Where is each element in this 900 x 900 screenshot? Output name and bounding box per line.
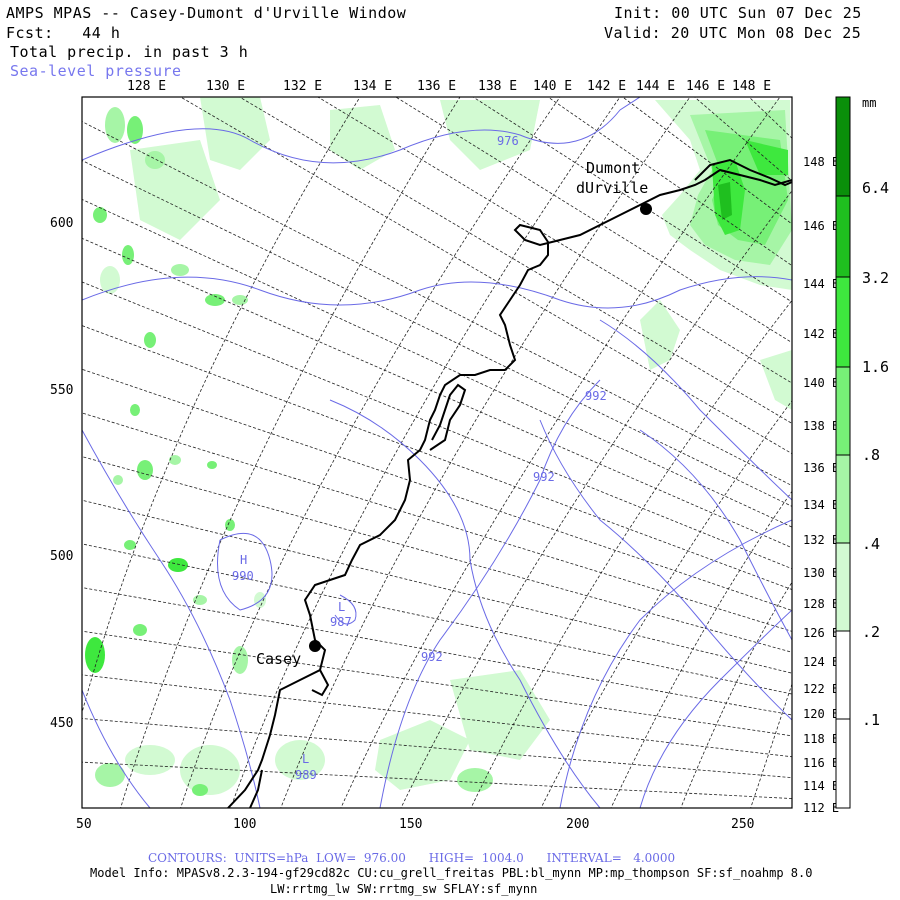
- top-lon-label: 134 E: [353, 79, 392, 94]
- right-lon-label: 130 E: [803, 566, 839, 580]
- x-tick-label: 150: [399, 817, 422, 832]
- top-lon-label: 136 E: [417, 79, 456, 94]
- contour-info: CONTOURS: UNITS=hPa LOW= 976.00 HIGH= 10…: [148, 851, 676, 865]
- right-lon-label: 134 E: [803, 498, 839, 512]
- model-info-line1: Model Info: MPASv8.2.3-194-gf29cd82c CU:…: [90, 866, 813, 880]
- right-lon-label: 132 E: [803, 533, 839, 547]
- x-tick-label: 250: [731, 817, 754, 832]
- plot-frame: [81, 96, 793, 809]
- colorbar-swatch: [836, 631, 850, 719]
- station-marker-casey[interactable]: [309, 640, 321, 652]
- top-lon-label: 132 E: [283, 79, 322, 94]
- y-tick-label: 550: [50, 383, 73, 398]
- top-lon-label: 142 E: [587, 79, 626, 94]
- right-lon-label: 146 E: [803, 219, 839, 233]
- station-marker-dumont[interactable]: [640, 203, 652, 215]
- pressure-label: 992: [585, 389, 607, 403]
- x-tick-label: 100: [233, 817, 256, 832]
- right-lon-label: 120 E: [803, 707, 839, 721]
- grid-axes: 50 100 150 200 250 600 550 500 450: [50, 216, 754, 832]
- high-center-value: 990: [232, 569, 254, 583]
- pressure-label: 992: [421, 650, 443, 664]
- station-label-dumont: Dumont: [586, 159, 640, 177]
- station-label-durville: dUrville: [576, 179, 648, 197]
- colorbar-swatch: [836, 719, 850, 808]
- pressure-contours: [82, 97, 792, 808]
- colorbar-swatch: [836, 97, 850, 196]
- overlay-name: Sea-level pressure: [10, 62, 182, 80]
- init-time: Init: 00 UTC Sun 07 Dec 25: [614, 4, 862, 22]
- right-lon-label: 144 E: [803, 277, 839, 291]
- colorbar-label: 1.6: [862, 358, 889, 376]
- y-tick-label: 450: [50, 716, 73, 731]
- right-lon-label: 136 E: [803, 461, 839, 475]
- x-tick-label: 200: [566, 817, 589, 832]
- colorbar-label: .8: [862, 446, 880, 464]
- colorbar-swatch: [836, 277, 850, 367]
- right-lon-label: 118 E: [803, 732, 839, 746]
- lonlat-grid: [82, 97, 792, 808]
- pressure-label: 976: [497, 134, 519, 148]
- right-lon-label: 122 E: [803, 682, 839, 696]
- fcst-label: Fcst:: [6, 24, 54, 42]
- colorbar: mm 6.4 3.2 1.6 .8 .4 .2 .1: [835, 96, 889, 809]
- forecast-hour: Fcst: 44 h: [6, 24, 120, 42]
- right-lon-label: 142 E: [803, 327, 839, 341]
- colorbar-swatch: [836, 543, 850, 631]
- pressure-label: 992: [533, 470, 555, 484]
- valid-label: Valid:: [604, 24, 662, 42]
- high-center-label: H: [240, 553, 247, 567]
- model-info-line2: LW:rrtmg_lw SW:rrtmg_sw SFLAY:sf_mynn: [270, 882, 538, 896]
- map-title: AMPS MPAS -- Casey-Dumont d'Urville Wind…: [6, 4, 407, 22]
- valid-value: 20 UTC Mon 08 Dec 25: [670, 24, 862, 42]
- colorbar-label: 3.2: [862, 269, 889, 287]
- y-tick-label: 500: [50, 549, 73, 564]
- precip-shading: [85, 97, 792, 796]
- low-center-value: 989: [295, 768, 317, 782]
- right-lon-label: 138 E: [803, 419, 839, 433]
- right-lon-label: 148 E: [803, 155, 839, 169]
- colorbar-label: .4: [862, 535, 880, 553]
- colorbar-swatch: [836, 196, 850, 277]
- fcst-value: 44 h: [82, 24, 121, 42]
- low-center-label: L: [302, 752, 309, 766]
- init-value: 00 UTC Sun 07 Dec 25: [671, 4, 862, 22]
- right-lon-label: 114 E: [803, 779, 839, 793]
- right-axis: 148 E 146 E 144 E 142 E 140 E 138 E 136 …: [803, 155, 839, 815]
- stations: Dumont dUrville Casey: [256, 159, 652, 668]
- coastline: [227, 158, 792, 808]
- valid-time: Valid: 20 UTC Mon 08 Dec 25: [604, 24, 861, 42]
- top-lon-label: 146 E: [686, 79, 725, 94]
- top-lon-label: 138 E: [478, 79, 517, 94]
- colorbar-swatch: [836, 455, 850, 543]
- x-tick-label: 50: [76, 817, 92, 832]
- field-name: Total precip. in past 3 h: [10, 43, 249, 61]
- pressure-annotations: 976 992 992 992 H 990 L 987 L 989: [232, 134, 607, 782]
- top-lon-label: 140 E: [533, 79, 572, 94]
- top-lon-label: 128 E: [127, 79, 166, 94]
- colorbar-label: .2: [862, 623, 880, 641]
- station-label-casey: Casey: [256, 650, 301, 668]
- right-lon-label: 112 E: [803, 801, 839, 815]
- top-axis: 128 E 130 E 132 E 134 E 136 E 138 E 140 …: [127, 79, 771, 94]
- colorbar-units: mm: [862, 96, 876, 110]
- colorbar-swatch: [836, 367, 850, 455]
- colorbar-label: .1: [862, 711, 880, 729]
- right-lon-label: 124 E: [803, 655, 839, 669]
- y-tick-label: 600: [50, 216, 73, 231]
- right-lon-label: 126 E: [803, 626, 839, 640]
- colorbar-frame: [835, 96, 851, 809]
- right-lon-label: 116 E: [803, 756, 839, 770]
- top-lon-label: 144 E: [636, 79, 675, 94]
- top-lon-label: 148 E: [732, 79, 771, 94]
- top-lon-label: 130 E: [206, 79, 245, 94]
- right-lon-label: 128 E: [803, 597, 839, 611]
- low-center-value: 987: [330, 615, 352, 629]
- low-center-label: L: [338, 600, 345, 614]
- right-lon-label: 140 E: [803, 376, 839, 390]
- colorbar-label: 6.4: [862, 179, 889, 197]
- init-label: Init:: [614, 4, 662, 22]
